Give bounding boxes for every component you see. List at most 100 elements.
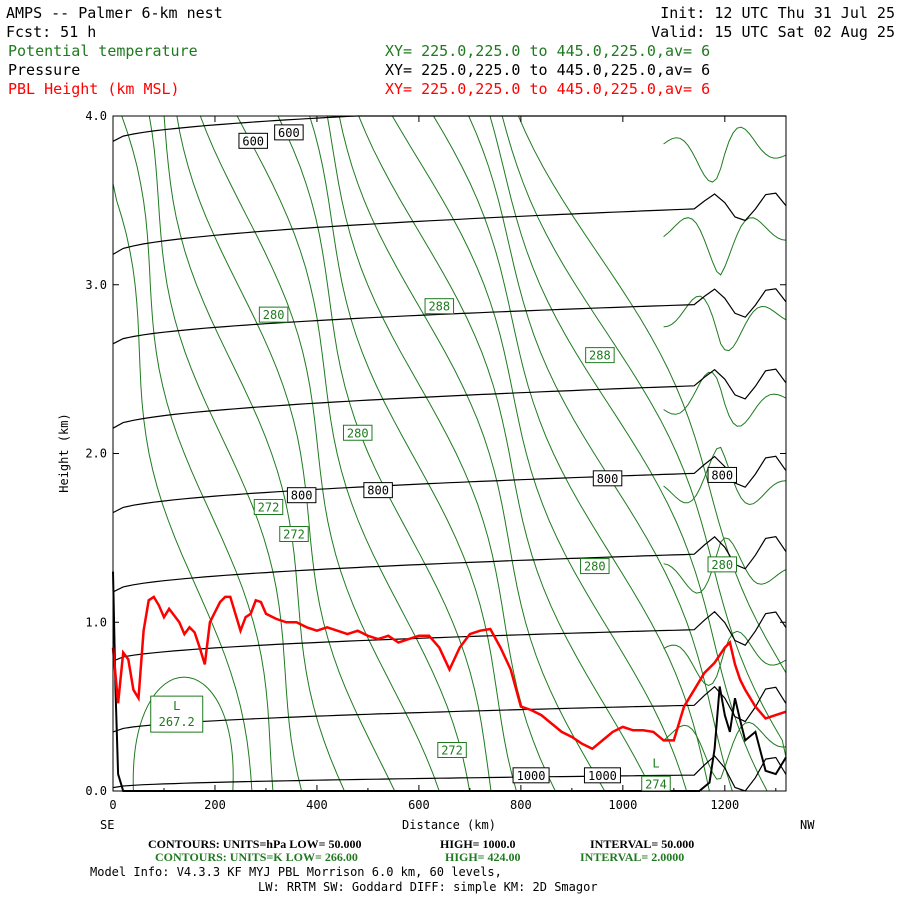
axes: 0 200 400 600 800 1000 1200 0.0 1.0 2.0 3.0 4.0 (85, 109, 786, 812)
theta-contour-line (338, 115, 606, 792)
x-tick-label: 0 (109, 798, 116, 812)
theta-label-box (424, 298, 455, 315)
x-tick-label: 800 (510, 798, 532, 812)
terrain (112, 571, 787, 792)
pressure-contour-line (112, 115, 786, 142)
footer-theta-interval: INTERVAL= 2.0000 (580, 850, 684, 864)
contour-labels: 600 600 800 800 800 800 1000 1000 288 288 280 280 28… (150, 124, 738, 792)
pressure-label: 1000 (517, 769, 546, 783)
pbl-height-line (111, 595, 787, 751)
pressure-contour-line (112, 192, 787, 255)
field-pressure: Pressure (8, 61, 80, 79)
plot-frame (112, 115, 787, 792)
y-tick-label: 1.0 (85, 615, 107, 629)
footer-theta-high: HIGH= 424.00 (445, 850, 521, 864)
theta-contour-line (112, 116, 253, 792)
chart-title: AMPS -- Palmer 6-km nest (6, 4, 223, 22)
x-end-label-left: SE (100, 818, 114, 832)
theta-contour-line (163, 115, 345, 792)
theta-label: 280 (711, 558, 733, 572)
theta-contours (112, 115, 787, 792)
pressure-label-box (363, 482, 393, 499)
footer-pressure-high: HIGH= 1000.0 (440, 837, 516, 851)
footer-theta-contours: CONTOURS: UNITS=K LOW= 266.00 (155, 850, 358, 864)
y-tick-label: 3.0 (85, 278, 107, 292)
theta-label-box (342, 424, 373, 441)
theta-contour-line (663, 537, 787, 594)
pressure-label-box (583, 767, 621, 784)
theta-label: 274 (645, 777, 667, 791)
terrain-line (112, 571, 787, 792)
field-pbl-height: PBL Height (km MSL) (8, 80, 180, 98)
theta-label: 272 (441, 744, 463, 758)
forecast-hour: Fcst: 51 h (6, 23, 96, 41)
y-axis-label: Height (km) (57, 413, 71, 492)
pressure-contour-line (112, 288, 787, 345)
pressure-contour-line (112, 755, 787, 792)
pressure-label-box (238, 132, 268, 149)
pressure-contour-line (112, 685, 787, 733)
theta-contour-line (501, 115, 787, 791)
theta-contour-line (663, 446, 787, 506)
x-tick-label: 1200 (710, 798, 739, 812)
theta-contour-line (277, 115, 492, 792)
x-tick-label: 400 (306, 798, 328, 812)
y-tick-label: 0.0 (85, 784, 107, 798)
theta-low-label: L (173, 699, 180, 713)
xy-pressure: XY= 225.0,225.0 to 445.0,225.0,av= 6 (385, 61, 710, 79)
xy-pbl: XY= 225.0,225.0 to 445.0,225.0,av= 6 (385, 80, 710, 98)
theta-contour-line (663, 295, 787, 352)
theta-label-box (707, 556, 738, 573)
theta-label: 280 (263, 308, 285, 322)
theta-label: 288 (589, 349, 611, 363)
pressure-label: 800 (291, 489, 313, 503)
pbl-height-series (111, 595, 787, 751)
theta-label-box (585, 347, 615, 364)
theta-label: 272 (283, 528, 305, 542)
x-tick-label: 600 (408, 798, 430, 812)
x-tick-label: 200 (204, 798, 226, 812)
pressure-label: 600 (242, 134, 264, 148)
y-tick-label: 2.0 (85, 447, 107, 461)
pressure-label-box (512, 767, 550, 784)
theta-contour-line (309, 115, 517, 792)
pressure-label: 800 (711, 468, 733, 482)
theta-contour-line (468, 115, 733, 792)
pressure-contour-line (112, 455, 787, 514)
pressure-label-box (707, 466, 738, 483)
footer-physics: LW: RRTM SW: Goddard DIFF: simple KM: 2D… (258, 880, 598, 894)
pressure-contour-line (112, 535, 787, 593)
pressure-label: 800 (367, 484, 389, 498)
footer-model-info: Model Info: V4.3.3 KF MYJ PBL Morrison 6… (90, 865, 502, 879)
theta-low-label: L (652, 756, 659, 770)
x-end-label-right: NW (800, 818, 815, 832)
pressure-label-box (592, 470, 623, 487)
xy-theta: XY= 225.0,225.0 to 445.0,225.0,av= 6 (385, 42, 710, 60)
field-potential-temperature: Potential temperature (8, 42, 198, 60)
theta-contour-line (391, 115, 688, 792)
theta-low-box (150, 695, 204, 733)
theta-label-box (253, 499, 284, 515)
pressure-label: 600 (278, 126, 300, 140)
init-time: Init: 12 UTC Thu 31 Jul 25 (660, 4, 895, 22)
theta-label-box (279, 526, 309, 542)
theta-contour-line (199, 115, 440, 792)
theta-label: 280 (584, 560, 606, 574)
pressure-contours (112, 115, 787, 792)
theta-label: 280 (347, 426, 369, 440)
pressure-contour-line (112, 610, 787, 662)
theta-label-box (437, 742, 467, 758)
theta-contour-line (121, 115, 274, 792)
footer-pressure-contours: CONTOURS: UNITS=hPa LOW= 50.000 (148, 837, 362, 851)
theta-contour-line (358, 115, 653, 792)
theta-contour-line (663, 126, 787, 183)
pressure-label: 800 (597, 472, 619, 486)
x-axis-label: Distance (km) (402, 818, 496, 832)
footer-pressure-interval: INTERVAL= 50.000 (590, 837, 694, 851)
theta-label: 288 (428, 300, 450, 314)
theta-contour-line (663, 217, 787, 276)
pressure-label: 1000 (588, 769, 617, 783)
pressure-label-box (274, 124, 304, 141)
theta-contour-line (433, 115, 710, 792)
